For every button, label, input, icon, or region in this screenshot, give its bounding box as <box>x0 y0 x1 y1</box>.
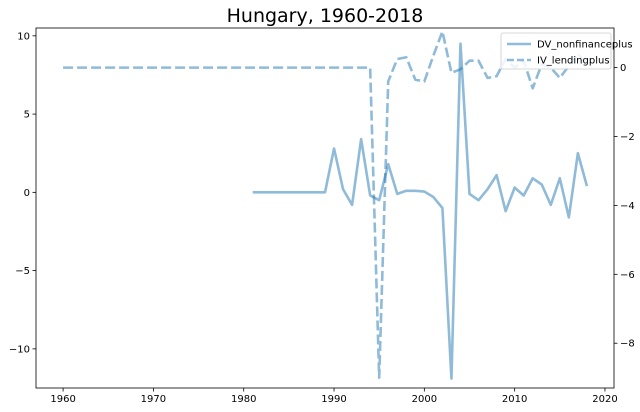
legend-label: DV_nonfinanceplus <box>537 40 633 51</box>
x-tick-label: 2000 <box>412 394 437 405</box>
chart-title: Hungary, 1960-2018 <box>227 5 424 27</box>
plot-frame <box>35 27 615 389</box>
legend: DV_nonfinanceplus IV_lendingplus <box>500 32 633 70</box>
legend-label: IV_lendingplus <box>537 56 610 67</box>
y-right-tick-label: −8 <box>620 339 635 350</box>
series-line-dv-nonfinanceplus <box>252 42 589 380</box>
x-tick-label: 2010 <box>502 394 527 405</box>
y-axis-left: 10 5 0 −5 −10 <box>9 31 36 355</box>
y-right-tick-label: −4 <box>620 201 635 212</box>
y-left-tick-label: −10 <box>9 344 30 355</box>
y-right-tick-label: 0 <box>620 63 626 74</box>
y-right-tick-label: −2 <box>620 132 635 143</box>
x-tick-label: 1980 <box>231 394 256 405</box>
y-left-tick-label: −5 <box>15 266 30 277</box>
x-tick-label: 1970 <box>141 394 166 405</box>
series-layer <box>63 30 589 380</box>
series-line-iv-lendingplus <box>63 30 588 379</box>
x-axis: 1960 1970 1980 1990 2000 2010 2020 <box>50 388 618 405</box>
y-left-tick-label: 5 <box>24 110 30 121</box>
x-tick-label: 1990 <box>321 394 346 405</box>
y-left-tick-label: 10 <box>17 31 30 42</box>
y-left-tick-label: 0 <box>24 188 30 199</box>
y-right-tick-label: −6 <box>620 270 635 281</box>
y-axis-right: 0 −2 −4 −6 −8 <box>614 63 635 350</box>
x-tick-label: 1960 <box>50 394 75 405</box>
x-tick-label: 2020 <box>592 394 617 405</box>
